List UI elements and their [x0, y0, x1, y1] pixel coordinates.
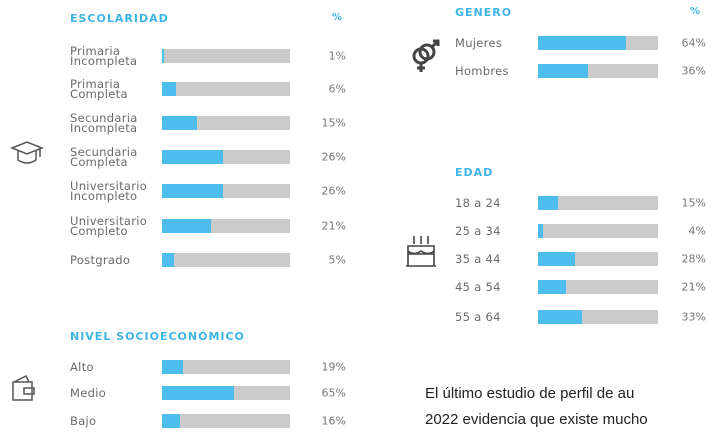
bar: [538, 252, 576, 266]
category-label: Secundaria Completa: [70, 145, 138, 169]
value-label: 26%: [321, 150, 346, 164]
bar: [538, 224, 544, 238]
value-label: 26%: [321, 184, 346, 198]
bar: [538, 310, 582, 324]
category-label: 35 a 44: [455, 252, 501, 266]
cake-icon: [406, 236, 436, 267]
unit-header: %: [690, 6, 701, 17]
bar: [538, 36, 627, 50]
value-label: 5%: [328, 253, 346, 267]
bar: [162, 184, 223, 198]
value-label: 28%: [681, 252, 706, 266]
value-label: 21%: [681, 280, 706, 294]
bar: [162, 253, 174, 267]
graduation-icon: [10, 141, 44, 164]
bar-track: [538, 224, 658, 238]
unit-header: %: [332, 12, 343, 23]
bar: [538, 280, 566, 294]
value-label: 15%: [681, 196, 706, 210]
bar: [538, 64, 588, 78]
bar: [162, 82, 176, 96]
category-label: 25 a 34: [455, 224, 501, 238]
category-label: Universitario Incompleto: [70, 179, 148, 203]
value-label: 6%: [328, 82, 346, 96]
section-title: ESCOLARIDAD: [70, 12, 169, 25]
bar-track: [162, 360, 290, 374]
bar: [162, 116, 197, 130]
value-label: 65%: [321, 386, 346, 400]
bar-track: [162, 253, 290, 267]
value-label: 15%: [321, 116, 346, 130]
bar: [162, 150, 223, 164]
section-title: GENERO: [455, 6, 513, 19]
category-label: Universitario Completo: [70, 214, 148, 238]
category-label: 55 a 64: [455, 310, 501, 324]
bar-track: [162, 82, 290, 96]
bar: [162, 360, 184, 374]
bar: [162, 219, 211, 233]
category-label: Primaria Incompleta: [70, 44, 138, 68]
bar-track: [162, 414, 290, 428]
section-title: EDAD: [455, 166, 494, 179]
category-label: Bajo: [70, 414, 97, 428]
value-label: 33%: [681, 310, 706, 324]
bar-track: [538, 280, 658, 294]
category-label: 18 a 24: [455, 196, 501, 210]
category-label: Alto: [70, 360, 94, 374]
bar: [162, 414, 180, 428]
category-label: Medio: [70, 386, 107, 400]
category-label: 45 a 54: [455, 280, 501, 294]
category-label: Primaria Completa: [70, 77, 128, 101]
category-label: Secundaria Incompleta: [70, 111, 138, 135]
category-label: Mujeres: [455, 36, 503, 50]
value-label: 19%: [321, 360, 346, 374]
bar: [162, 49, 165, 63]
value-label: 36%: [681, 64, 706, 78]
bar-track: [162, 49, 290, 63]
value-label: 64%: [681, 36, 706, 50]
category-label: Hombres: [455, 64, 509, 78]
category-label: Postgrado: [70, 253, 131, 267]
wallet-icon: [12, 374, 35, 401]
bar: [162, 386, 235, 400]
bar-track: [538, 196, 658, 210]
value-label: 16%: [321, 414, 346, 428]
bar: [538, 196, 558, 210]
paragraph-line: 2022 evidencia que existe mucho: [425, 411, 648, 428]
value-label: 4%: [688, 224, 706, 238]
value-label: 1%: [328, 49, 346, 63]
paragraph-line: El último estudio de perfil de au: [425, 385, 635, 402]
value-label: 21%: [321, 219, 346, 233]
section-title: NIVEL SOCIOECONÓMICO: [70, 330, 245, 343]
gender-icon: [412, 39, 440, 72]
